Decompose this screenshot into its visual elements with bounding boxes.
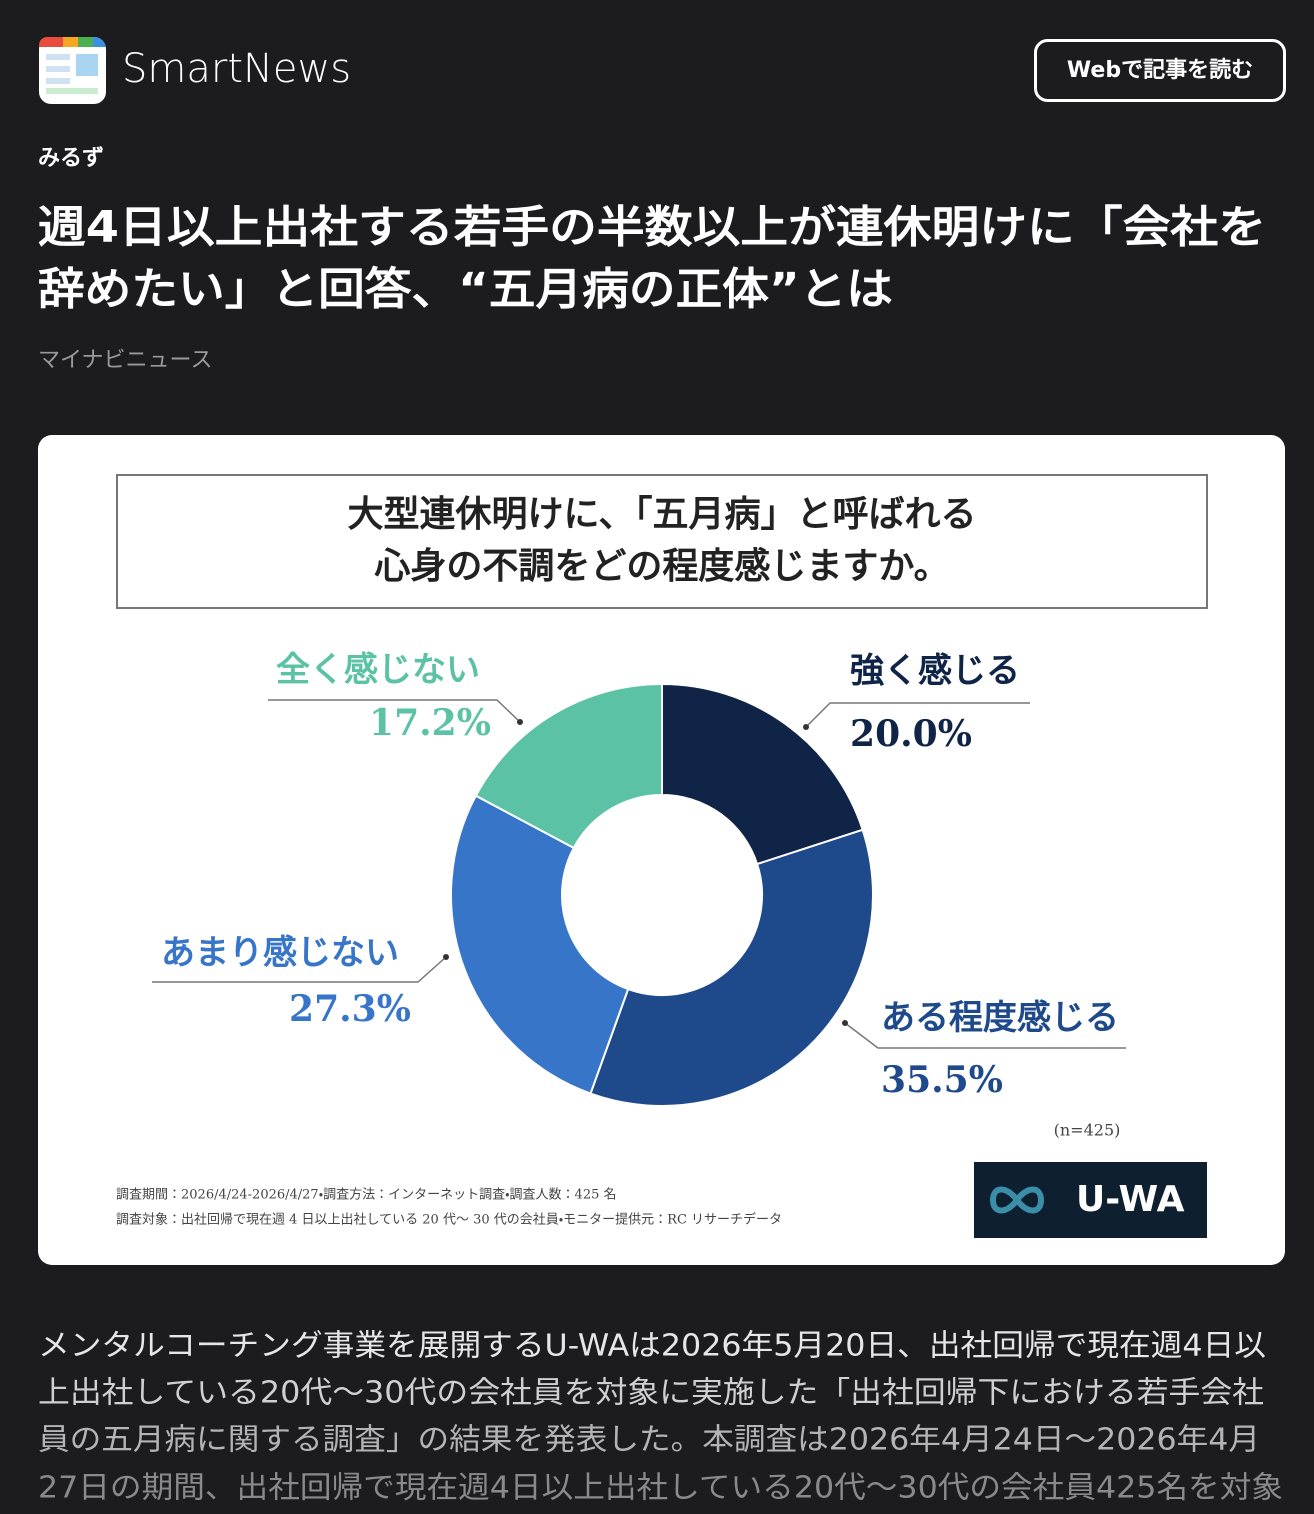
body-line: 27日の期間、出社回帰で現在週4日以上出社している20代～30代の会社員425名… <box>38 1471 1283 1506</box>
headline: 週4日以上出社する若手の半数以上が連休明けに「会社を <box>38 202 1266 253</box>
headline: 辞めたい」と回答、“五月病の正体”とは <box>38 264 893 315</box>
slice-label: あまり感じない <box>161 933 399 973</box>
leader-dot <box>517 719 523 725</box>
app-name: SmartNews <box>122 46 351 92</box>
slice-value: 27.3% <box>289 988 411 1030</box>
donut-slice <box>661 682 864 866</box>
read-web-button[interactable] <box>1034 39 1286 102</box>
leader-dot <box>803 724 809 730</box>
leader-line <box>805 702 1030 728</box>
source: マイナビニュース <box>38 348 212 373</box>
footnote: 調査期間：2026/4/24-2026/4/27・調査方法：インターネット調査・… <box>116 1187 617 1203</box>
question-box <box>116 474 1208 609</box>
leader-line <box>844 1022 1126 1049</box>
logo-text: U-WA <box>1076 1179 1185 1220</box>
leader-dot <box>443 954 449 960</box>
category: みるず <box>38 146 104 171</box>
brand-logo <box>974 1162 1207 1238</box>
chart-title: 心身の不調をどの程度感じますか。 <box>374 545 949 587</box>
slice-label: 全く感じない <box>276 650 480 690</box>
slice-label: 強く感じる <box>850 651 1020 691</box>
app-logo <box>39 37 106 104</box>
donut-slice <box>474 682 663 850</box>
body-line: 員の五月病に関する調査」の結果を発表した。本調査は2026年4月24日～2026… <box>38 1423 1260 1458</box>
donut-slice <box>450 794 630 1095</box>
slice-label: ある程度感じる <box>881 998 1119 1038</box>
read-web-label[interactable]: Webで記事を読む <box>1067 57 1253 83</box>
footnote: 調査対象：出社回帰で現在週 4 日以上出社している 20 代～ 30 代の会社員… <box>116 1212 782 1228</box>
slice-value: 17.2% <box>369 702 491 744</box>
body-line: 上出社している20代～30代の会社員を対象に実施した「出社回帰下における若手会社 <box>38 1376 1264 1411</box>
donut-slice <box>589 828 874 1108</box>
donut-chart: 強く感じる 20.0% ある程度感じる 35.5% あまり感じない 27.3% 全く感じない… <box>152 650 1126 1108</box>
leader-dot <box>842 1020 848 1026</box>
leader-line <box>152 956 447 983</box>
slice-value: 20.0% <box>850 713 972 755</box>
chart-card <box>38 435 1285 1265</box>
leader-line <box>268 699 521 723</box>
chart-title: 大型連休明けに、「五月病」と呼ばれる <box>348 493 977 535</box>
logo-symbol <box>989 1186 1045 1214</box>
slice-value: 35.5% <box>881 1059 1003 1101</box>
sample-note: (n=425) <box>1054 1121 1121 1140</box>
body-line: メンタルコーチング事業を展開するU-WAは2026年5月20日、出社回帰で現在週… <box>38 1329 1266 1364</box>
